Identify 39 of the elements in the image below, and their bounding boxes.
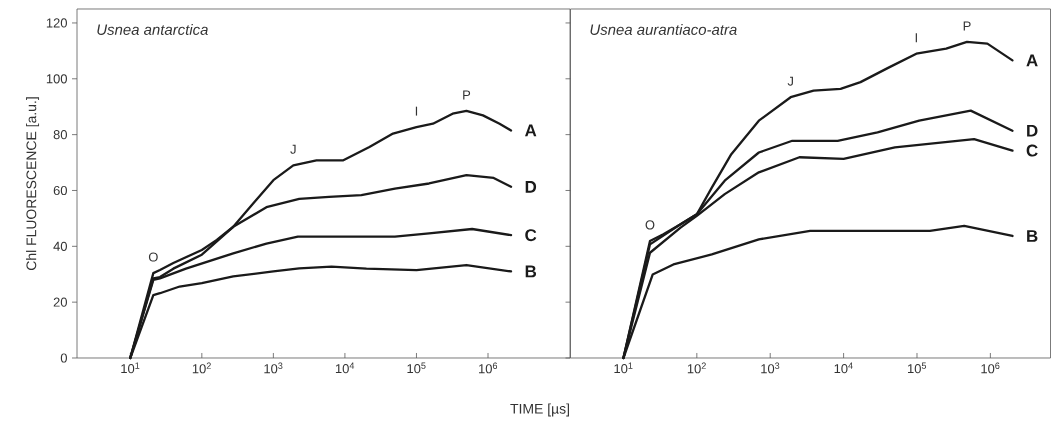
series-label: D: [1027, 124, 1038, 137]
series-label: B: [525, 265, 537, 278]
annotation: J: [787, 76, 793, 86]
x-tick-label: 10$^{5}$: [407, 362, 426, 374]
x-tick-label: 10$^{5}$: [908, 362, 927, 374]
text: Usnea aurantiaco-atra: [590, 23, 737, 35]
y-tick-label: 20: [53, 297, 67, 307]
annotation: P: [463, 90, 471, 100]
x-tick-label: 10$^{2}$: [687, 362, 706, 374]
annotation: O: [645, 220, 655, 230]
y-tick-label: 120: [46, 18, 67, 28]
series-label: C: [1026, 144, 1038, 157]
y-axis-title: Chl FLUORESCENCE [a.u.]: [26, 97, 40, 270]
series-label: D: [525, 181, 537, 193]
y-tick-label: 80: [53, 130, 67, 140]
x-tick-label: 10$^{2}$: [192, 362, 211, 374]
x-tick-label: 10$^{4}$: [335, 362, 355, 374]
x-tick-label: 10$^{3}$: [761, 362, 780, 374]
x-tick-label: 10$^{4}$: [834, 362, 853, 374]
x-tick-label: 10$^{1}$: [121, 362, 140, 374]
series-label: B: [1027, 230, 1038, 242]
y-tick-label: 100: [46, 74, 67, 84]
series-label: A: [1026, 54, 1038, 67]
series-label: A: [525, 124, 537, 137]
series-label: C: [525, 229, 537, 242]
annotation: I: [915, 33, 917, 43]
y-tick-label: 40: [53, 241, 67, 251]
annotation: I: [415, 106, 418, 116]
y-tick-label: 60: [53, 185, 67, 196]
annotation: J: [290, 144, 296, 154]
x-tick-label: 10$^{6}$: [479, 362, 498, 374]
text: Usnea antarctica: [97, 23, 208, 35]
x-tick-label: 10$^{3}$: [264, 362, 283, 374]
annotation: P: [963, 21, 971, 31]
x-tick-label: 10$^{6}$: [981, 362, 1000, 374]
y-tick-label: 0: [60, 353, 67, 363]
annotation: O: [148, 252, 158, 262]
x-axis-title: TIME [µs]: [510, 403, 569, 417]
x-tick-label: 10$^{1}$: [614, 362, 633, 374]
